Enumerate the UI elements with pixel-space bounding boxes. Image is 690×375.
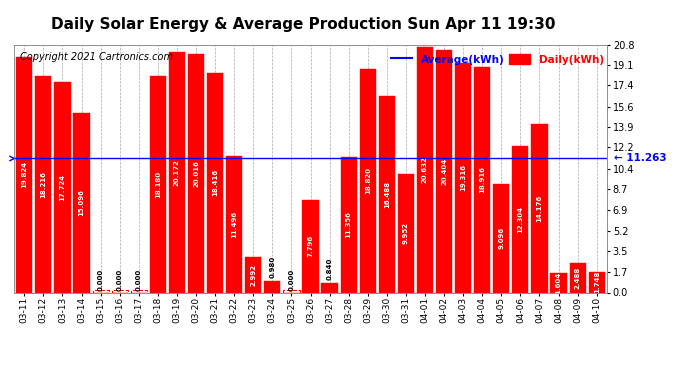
Text: 9.952: 9.952 xyxy=(403,222,409,244)
Text: Copyright 2021 Cartronics.com: Copyright 2021 Cartronics.com xyxy=(20,53,172,62)
Text: 0.000: 0.000 xyxy=(136,269,141,291)
Bar xyxy=(16,57,32,292)
Bar xyxy=(130,290,147,292)
Text: 19.316: 19.316 xyxy=(460,164,466,191)
Bar xyxy=(207,74,223,292)
Bar xyxy=(569,263,586,292)
Text: 18.820: 18.820 xyxy=(365,167,371,194)
Text: 20.172: 20.172 xyxy=(174,159,180,186)
Text: Daily Solar Energy & Average Production Sun Apr 11 19:30: Daily Solar Energy & Average Production … xyxy=(51,17,556,32)
Text: 0.000: 0.000 xyxy=(97,269,104,291)
Bar xyxy=(35,76,52,292)
Bar xyxy=(417,47,433,292)
Bar xyxy=(55,82,70,292)
Bar xyxy=(92,290,109,292)
Text: 2.992: 2.992 xyxy=(250,264,256,286)
Bar xyxy=(226,156,242,292)
Text: 18.216: 18.216 xyxy=(41,171,46,198)
Text: 11.356: 11.356 xyxy=(346,211,352,238)
Bar xyxy=(264,281,280,292)
Bar xyxy=(474,68,491,292)
Text: 1.604: 1.604 xyxy=(555,272,562,294)
Text: 18.416: 18.416 xyxy=(212,170,218,196)
Bar xyxy=(359,69,376,292)
Text: 19.824: 19.824 xyxy=(21,161,28,188)
Bar xyxy=(322,282,337,292)
Text: 16.488: 16.488 xyxy=(384,181,390,208)
Text: 11.496: 11.496 xyxy=(231,210,237,238)
Text: 14.176: 14.176 xyxy=(536,195,542,222)
Bar xyxy=(284,290,299,292)
Bar xyxy=(589,272,605,292)
Text: 20.632: 20.632 xyxy=(422,156,428,183)
Text: 2.488: 2.488 xyxy=(575,267,580,289)
Bar xyxy=(512,146,529,292)
Text: 17.724: 17.724 xyxy=(59,174,66,201)
Bar xyxy=(73,113,90,292)
Bar xyxy=(436,50,452,292)
Text: 12.304: 12.304 xyxy=(518,206,524,233)
Text: ← 11.263: ← 11.263 xyxy=(614,153,667,164)
Bar xyxy=(341,158,357,292)
Text: ←11.263: ←11.263 xyxy=(17,108,27,157)
Legend: Average(kWh), Daily(kWh): Average(kWh), Daily(kWh) xyxy=(387,50,608,69)
Text: 20.016: 20.016 xyxy=(193,160,199,187)
Text: 0.000: 0.000 xyxy=(288,269,295,291)
Bar xyxy=(455,63,471,292)
Bar xyxy=(493,184,509,292)
Text: 7.796: 7.796 xyxy=(308,235,313,257)
Text: 0.980: 0.980 xyxy=(269,256,275,279)
Bar xyxy=(379,96,395,292)
Text: 0.000: 0.000 xyxy=(117,269,123,291)
Text: 15.096: 15.096 xyxy=(79,189,85,216)
Bar xyxy=(150,76,166,292)
Bar xyxy=(169,53,185,292)
Text: 9.096: 9.096 xyxy=(498,227,504,249)
Bar xyxy=(302,200,319,292)
Bar xyxy=(188,54,204,292)
Text: 1.748: 1.748 xyxy=(593,271,600,293)
Bar xyxy=(112,290,128,292)
Text: 18.916: 18.916 xyxy=(480,166,485,194)
Bar xyxy=(551,273,566,292)
Bar xyxy=(531,124,548,292)
Text: 18.180: 18.180 xyxy=(155,171,161,198)
Bar xyxy=(245,257,262,292)
Text: 0.840: 0.840 xyxy=(326,258,333,280)
Bar xyxy=(398,174,414,292)
Text: 20.404: 20.404 xyxy=(441,158,447,185)
